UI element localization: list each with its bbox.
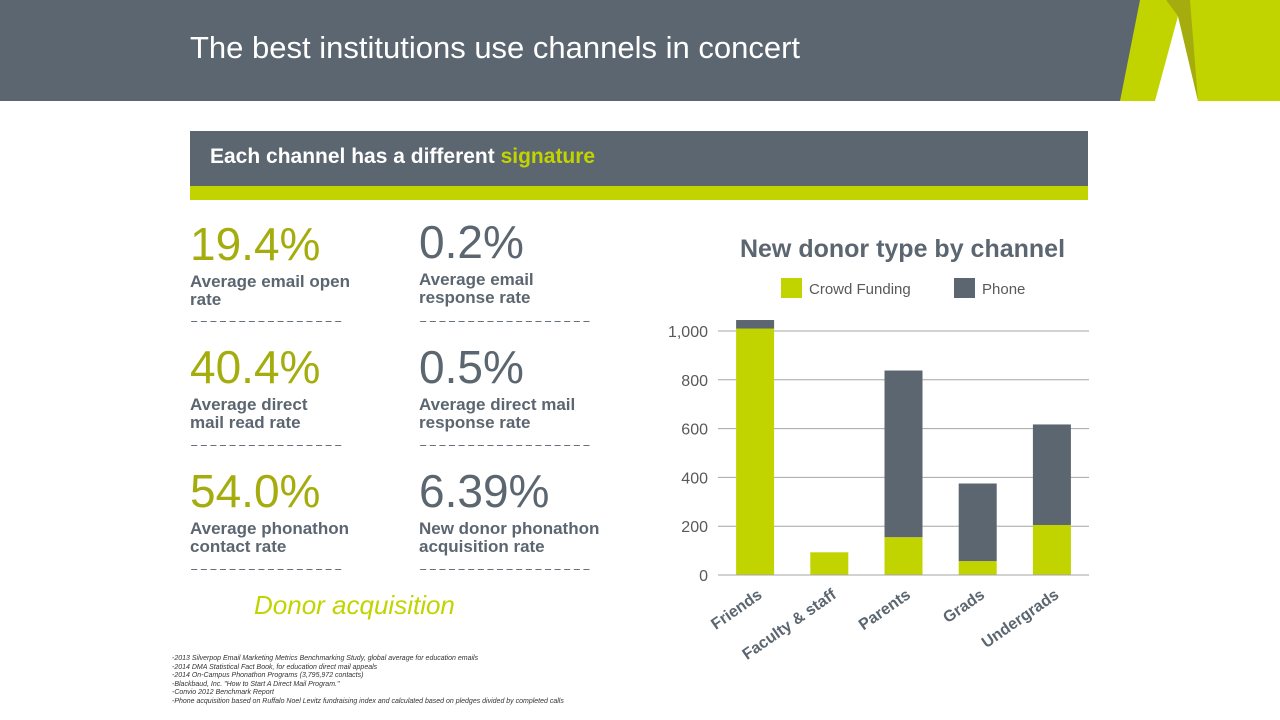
stat-value: 0.5%: [419, 341, 524, 393]
bar: [1032, 424, 1071, 525]
bar: [810, 552, 849, 575]
bar: [958, 483, 997, 562]
stat-label-line2: response rate: [419, 288, 531, 307]
stat-value: 54.0%: [190, 465, 321, 517]
stat-label-line2: mail read rate: [190, 413, 301, 432]
bar: [736, 320, 775, 329]
corner-logo-shape: [1110, 0, 1280, 101]
stat-label-line2: acquisition rate: [419, 537, 545, 556]
y-tick-label: 0: [699, 568, 708, 585]
y-tick-label: 200: [681, 519, 708, 536]
divider: ––––––––––––––––––: [419, 562, 592, 578]
stat-label-line1: Average direct mail: [419, 395, 576, 414]
stat-label-line2: contact rate: [190, 537, 287, 556]
footnote: -2014 On-Campus Phonathon Programs (3,79…: [172, 672, 364, 680]
x-tick-label: Parents: [856, 586, 914, 634]
footnote: -2014 DMA Statistical Fact Book, for edu…: [172, 663, 378, 671]
stat-label: Average direct mail read rate: [190, 396, 400, 432]
footnote: -Blackbaud, Inc. "How to Start A Direct …: [172, 680, 340, 688]
bar: [884, 370, 923, 538]
divider: ––––––––––––––––––: [419, 314, 592, 330]
stacked-bar-chart: 0 200 400 600 800 1,000 Crowd Funding Phone Frie…: [668, 278, 1089, 664]
bar: [1032, 524, 1071, 575]
legend-swatch: [954, 278, 975, 298]
stat-email-response: 0.2% Average email response rate: [419, 219, 629, 307]
y-tick-label: 1,000: [668, 324, 708, 341]
divider: ––––––––––––––––: [190, 314, 344, 330]
stat-label: Average phonathon contact rate: [190, 520, 400, 556]
stat-value: 40.4%: [190, 341, 321, 393]
header-bar: [0, 0, 1280, 101]
banner-heading: Each channel has a different signature: [210, 145, 595, 169]
y-tick-label: 800: [681, 373, 708, 390]
legend-label: Phone: [982, 281, 1025, 298]
stat-label-line1: Average phonathon: [190, 519, 349, 538]
donor-acquisition-label: Donor acquisition: [254, 590, 455, 620]
x-tick-label: Grads: [940, 586, 988, 627]
divider: ––––––––––––––––: [190, 438, 344, 454]
divider: ––––––––––––––––: [190, 562, 344, 578]
chart-title: New donor type by channel: [739, 235, 1066, 263]
stat-label-line1: Average direct: [190, 395, 308, 414]
footnotes: -2013 Silverpop Email Marketing Metrics …: [172, 655, 564, 707]
divider: ––––––––––––––––––: [419, 438, 592, 454]
stat-email-open: 19.4% Average email open rate: [190, 221, 400, 309]
footnote: -Convio 2012 Benchmark Report: [172, 689, 274, 697]
stat-label: Average email open rate: [190, 273, 400, 309]
bar: [958, 561, 997, 575]
footnote: -2013 Silverpop Email Marketing Metrics …: [172, 655, 479, 662]
stat-direct-mail-response: 0.5% Average direct mail response rate: [419, 344, 629, 432]
bar: [736, 328, 775, 575]
stat-phonathon-acquisition: 6.39% New donor phonathon acquisition rat…: [419, 468, 629, 556]
stat-value: 0.2%: [419, 216, 524, 268]
section-banner: [190, 131, 1088, 186]
stat-value: 6.39%: [419, 465, 550, 517]
banner-heading-text: Each channel has a different: [210, 145, 501, 168]
bar: [884, 537, 923, 575]
stat-label: Average direct mail response rate: [419, 396, 629, 432]
stat-direct-mail-read: 40.4% Average direct mail read rate: [190, 344, 400, 432]
stat-label-line2: rate: [190, 290, 222, 309]
stat-label: New donor phonathon acquisition rate: [419, 520, 629, 556]
slide-title: The best institutions use channels in co…: [190, 30, 801, 65]
y-tick-label: 400: [681, 470, 708, 487]
footnote: -Phone acquisition based on Ruffalo Noel…: [172, 697, 564, 705]
banner-heading-highlight: signature: [500, 145, 596, 168]
stat-label-line1: Average email open: [190, 272, 350, 291]
stat-label-line2: response rate: [419, 413, 531, 432]
legend-label: Crowd Funding: [809, 281, 911, 298]
stat-label: Average email response rate: [419, 271, 629, 307]
banner-stripe: [190, 186, 1088, 200]
legend-swatch: [781, 278, 802, 298]
stat-label-line1: New donor phonathon: [419, 519, 600, 538]
x-tick-label: Undergrads: [979, 586, 1062, 651]
stat-phonathon-contact: 54.0% Average phonathon contact rate: [190, 468, 400, 556]
x-tick-label: Friends: [708, 586, 765, 633]
stat-label-line1: Average email: [419, 270, 534, 289]
y-tick-label: 600: [681, 422, 708, 439]
stat-value: 19.4%: [190, 218, 321, 270]
